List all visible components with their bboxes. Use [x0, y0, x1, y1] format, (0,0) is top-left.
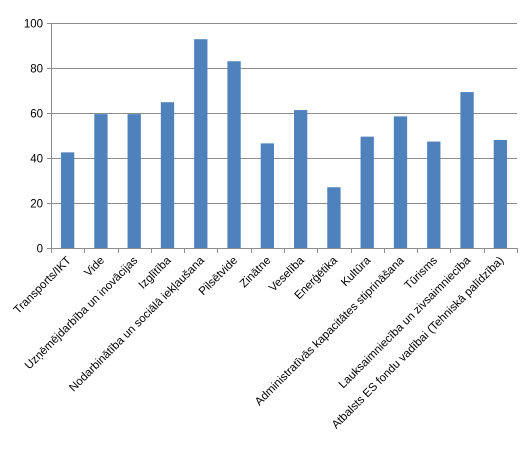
- x-tick-label: Transports/IKT: [12, 255, 74, 317]
- y-tick-label: 100: [24, 19, 43, 31]
- bar: [293, 110, 308, 248]
- bar: [493, 140, 508, 248]
- bar: [427, 141, 441, 248]
- gridlines: [51, 23, 517, 249]
- y-tick-label: 80: [30, 64, 43, 76]
- bar: [127, 114, 141, 249]
- y-tick-label: 40: [30, 154, 43, 166]
- bar: [460, 92, 474, 248]
- bar: [360, 136, 374, 249]
- y-axis: 0 20 40 60 80 100: [24, 19, 52, 256]
- x-tick-label: Vide: [82, 255, 107, 280]
- y-tick-label: 0: [37, 244, 43, 256]
- bars: [60, 39, 508, 249]
- y-tick-label: 20: [30, 199, 43, 211]
- x-tick-label: Uzņēmējdarbība un inovācijas: [23, 254, 141, 372]
- bar: [327, 187, 341, 248]
- bar: [393, 116, 408, 249]
- bar: [160, 102, 175, 248]
- bar: [260, 143, 275, 249]
- bar: [194, 39, 208, 249]
- y-tick-label: 60: [30, 109, 43, 121]
- bar: [94, 114, 108, 249]
- bar: [227, 61, 241, 248]
- bar: [60, 152, 75, 249]
